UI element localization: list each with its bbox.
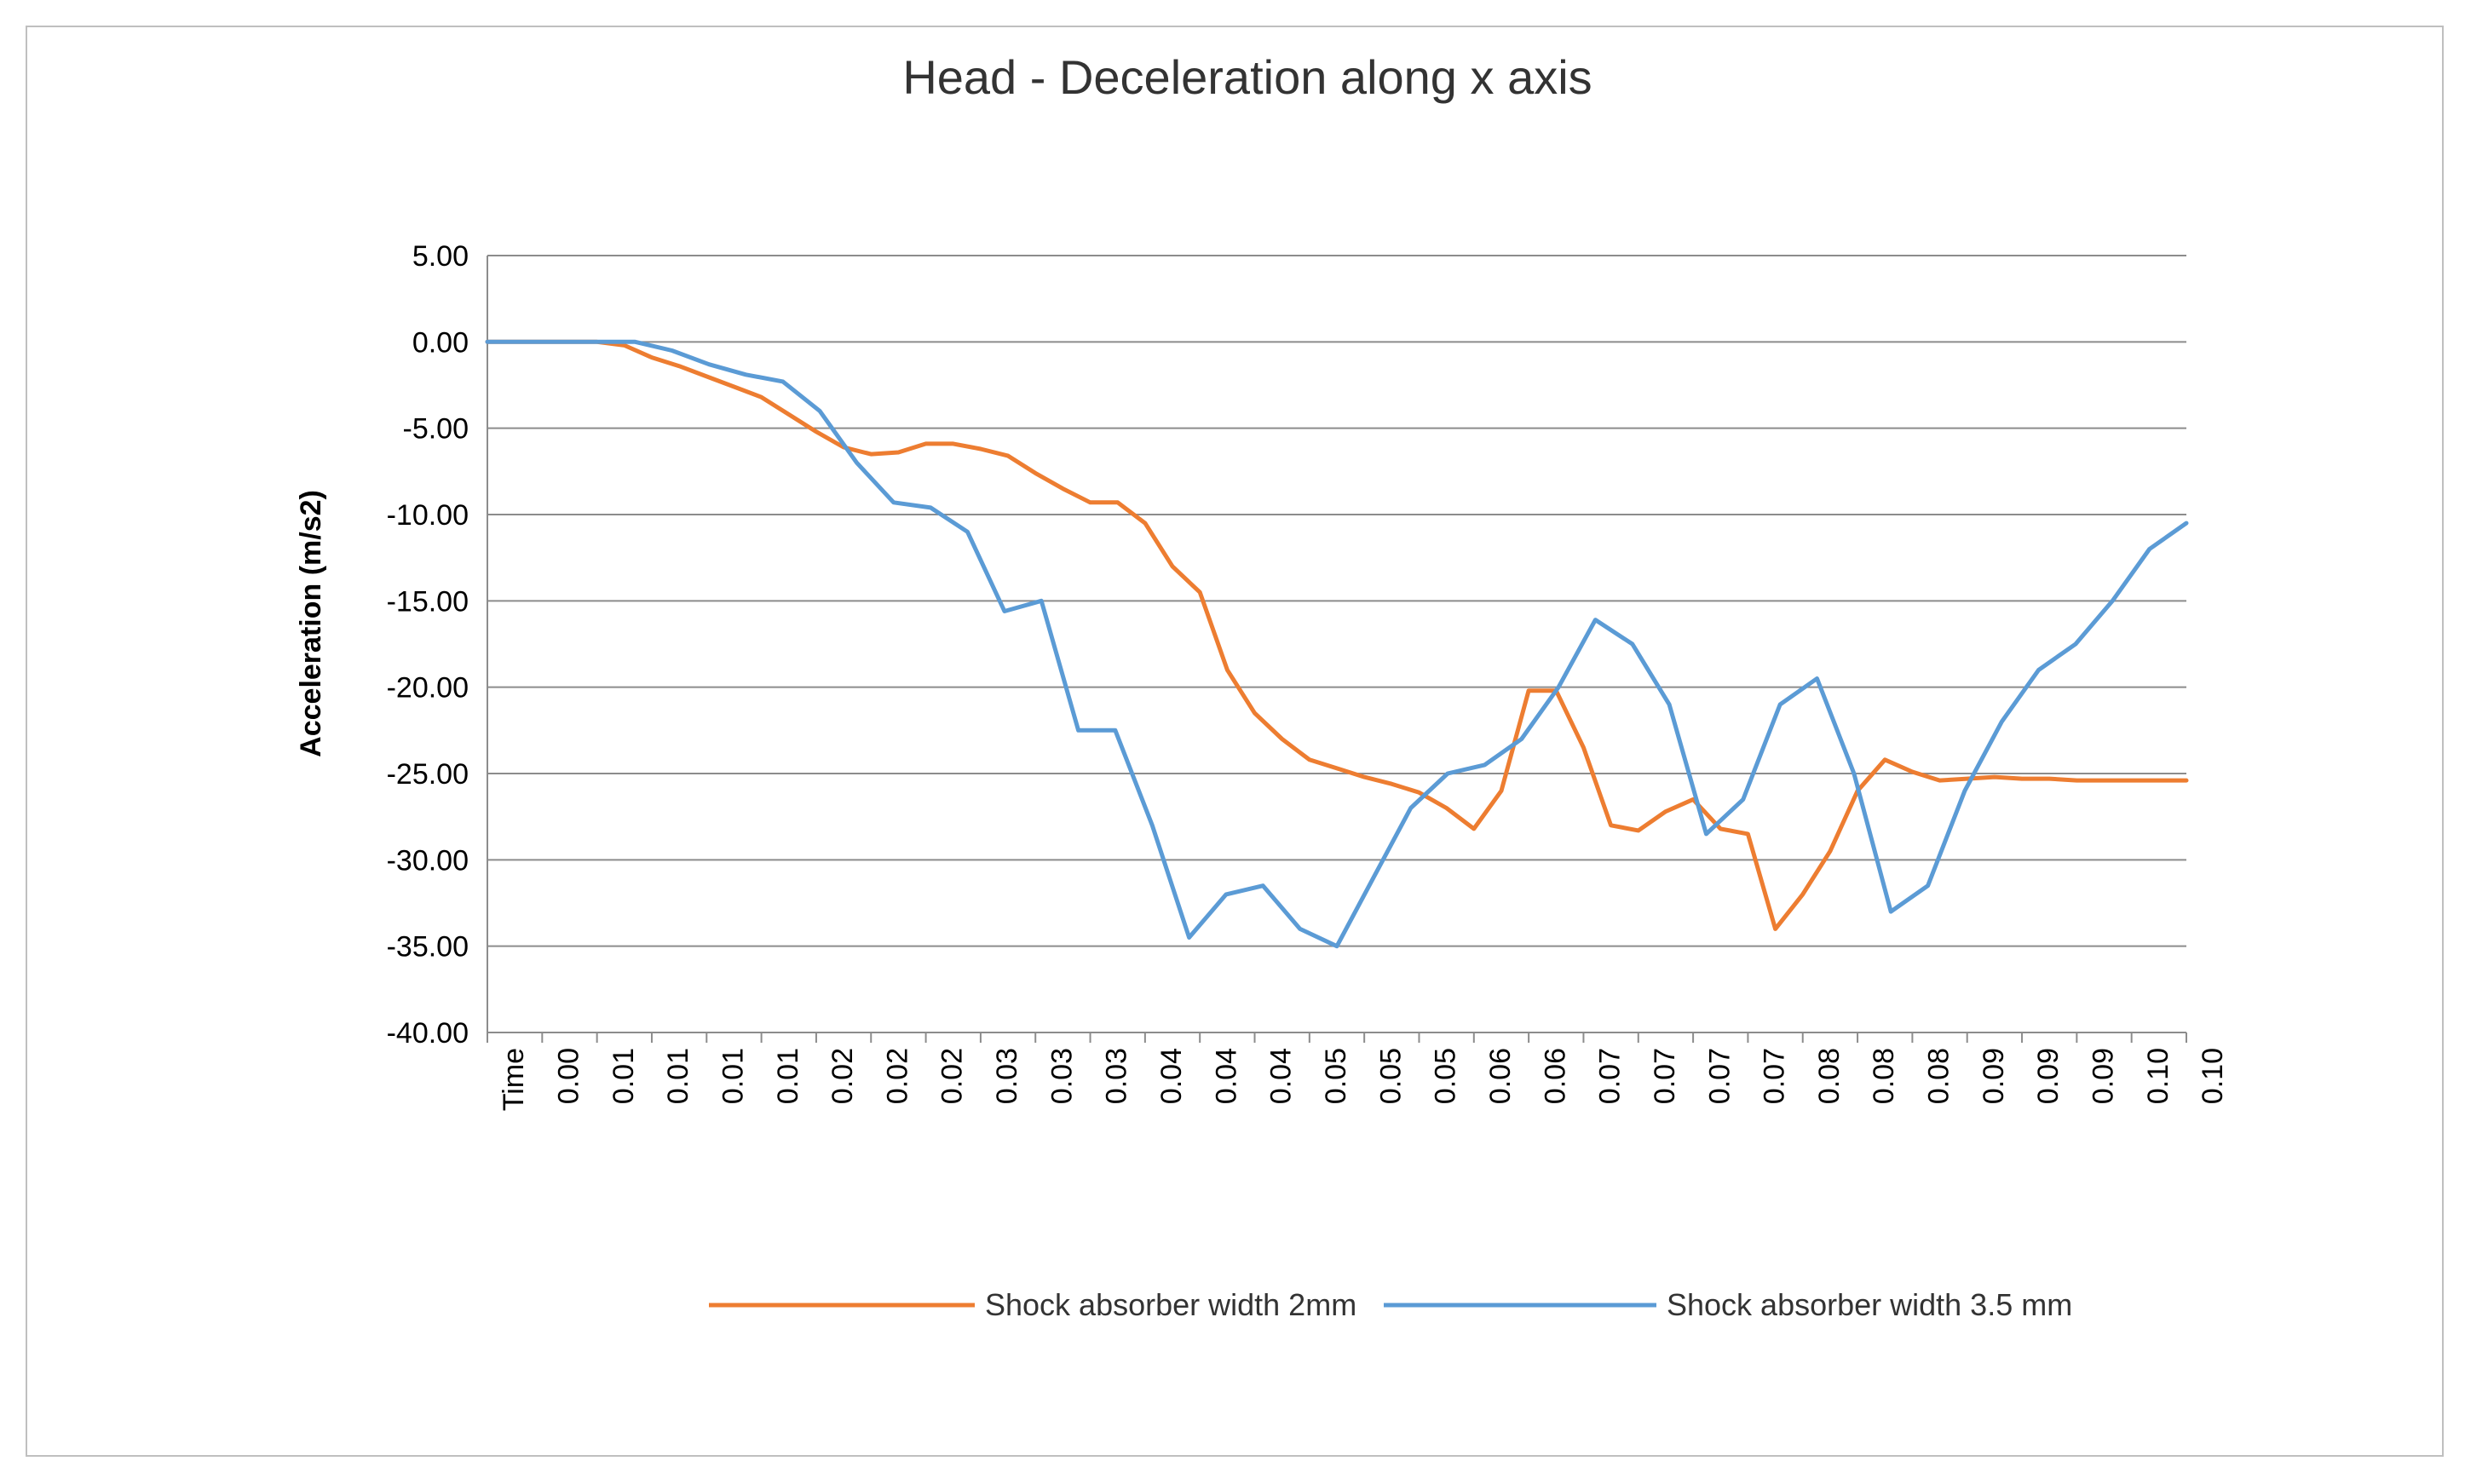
x-tick-label: 0.03	[991, 1048, 1023, 1104]
x-tick-label: 0.03	[1101, 1048, 1133, 1104]
series-line-0	[485, 339, 2189, 931]
x-tick-label: 0.07	[1594, 1048, 1627, 1104]
y-tick-label: 0.00	[412, 326, 469, 359]
x-tick-label: 0.01	[608, 1048, 640, 1104]
y-tick-label: -20.00	[387, 672, 469, 705]
x-tick-label: 0.08	[1813, 1048, 1846, 1104]
x-tick-label: 0.02	[826, 1048, 859, 1104]
x-tick-label: 0.01	[662, 1048, 694, 1104]
y-tick-label: -15.00	[387, 585, 469, 618]
y-tick-label: 5.00	[412, 240, 469, 273]
x-tick-label: 0.05	[1430, 1048, 1462, 1104]
chart-frame: Head - Deceleration along x axis 5.00 0.0…	[26, 26, 2444, 1457]
x-tick-label: 0.05	[1374, 1048, 1407, 1104]
x-tick-label: 0.01	[717, 1048, 749, 1104]
x-tick-label: 0.03	[1045, 1048, 1078, 1104]
series-layer	[485, 339, 2189, 949]
x-tick-label: 0.04	[1265, 1048, 1298, 1104]
x-tick-label: 0.04	[1155, 1048, 1188, 1104]
legend-label: Shock absorber width 3.5 mm	[1667, 1287, 2072, 1322]
x-tick-label: 0.00	[552, 1048, 585, 1104]
x-tick-label: Time	[498, 1048, 530, 1111]
x-tick-label: 0.01	[772, 1048, 804, 1104]
y-tick-label: -30.00	[387, 844, 469, 877]
x-tick-labels: Time 0.00 0.01 0.01 0.01 0.01 0.02 0.02 0.02 0.03…	[498, 1048, 2229, 1111]
legend-label: Shock absorber width 2mm	[985, 1287, 1356, 1322]
y-tick-label: -40.00	[387, 1017, 469, 1050]
x-tick-label: 0.09	[2032, 1048, 2065, 1104]
x-tick-label: 0.08	[1923, 1048, 1955, 1104]
x-tick-label: 0.10	[2142, 1048, 2174, 1104]
x-tick-label: 0.02	[881, 1048, 913, 1104]
chart-svg: Head - Deceleration along x axis 5.00 0.0…	[295, 50, 2229, 1322]
x-tick-label: 0.07	[1649, 1048, 1681, 1104]
series-line-1	[485, 339, 2189, 949]
y-tick-label: -10.00	[387, 499, 469, 532]
x-tick-label: 0.06	[1484, 1048, 1517, 1104]
x-tick-label: 0.09	[1978, 1048, 2010, 1104]
x-tick-label: 0.08	[1868, 1048, 1900, 1104]
y-tick-label: -25.00	[387, 758, 469, 791]
x-tick-label: 0.02	[936, 1048, 969, 1104]
y-tick-label: -5.00	[403, 413, 469, 446]
y-tick-label: -35.00	[387, 931, 469, 963]
x-tick-label: 0.05	[1320, 1048, 1352, 1104]
y-tick-labels: 5.00 0.00 -5.00 -10.00 -15.00 -20.00 -25.00 -30…	[387, 240, 469, 1050]
x-tick-label: 0.07	[1703, 1048, 1736, 1104]
x-tick-label: 0.09	[2088, 1048, 2120, 1104]
x-tick-label: 0.10	[2197, 1048, 2229, 1104]
x-tick-label: 0.06	[1539, 1048, 1571, 1104]
chart-title: Head - Deceleration along x axis	[902, 50, 1592, 104]
y-axis-label: Acceleration (m/s2)	[295, 490, 327, 757]
legend: Shock absorber width 2mm Shock absorber w…	[709, 1287, 2072, 1322]
x-tick-label: 0.07	[1759, 1048, 1791, 1104]
axis-lines	[487, 256, 2187, 1043]
x-tick-label: 0.04	[1210, 1048, 1242, 1104]
